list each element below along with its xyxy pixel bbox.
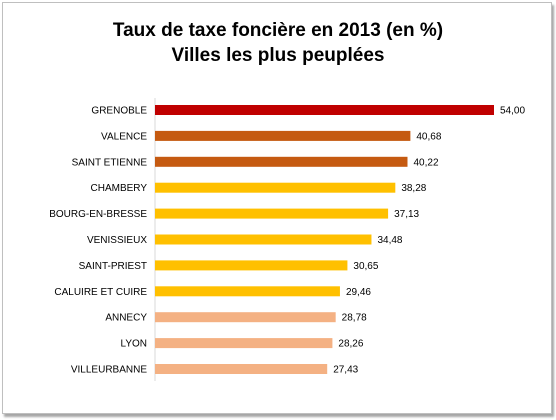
bar bbox=[155, 130, 411, 141]
category-label: SAINT ETIENNE bbox=[72, 157, 148, 168]
category-label: GRENOBLE bbox=[91, 106, 147, 117]
category-label: BOURG-EN-BRESSE bbox=[49, 209, 147, 220]
value-label: 27,43 bbox=[333, 365, 358, 376]
value-label: 37,13 bbox=[394, 209, 419, 220]
category-label: VILLEURBANNE bbox=[71, 365, 147, 376]
bar bbox=[155, 182, 396, 193]
bar bbox=[155, 234, 372, 245]
category-label: LYON bbox=[121, 339, 148, 350]
value-label: 54,00 bbox=[500, 106, 525, 117]
bar bbox=[155, 105, 494, 115]
chart-title-block: Taux de taxe foncière en 2013 (en %) Vil… bbox=[0, 18, 556, 68]
value-label: 29,46 bbox=[346, 287, 371, 298]
value-label: 34,48 bbox=[377, 235, 402, 246]
chart-subtitle: Villes les plus peuplées bbox=[171, 45, 385, 66]
value-label: 28,26 bbox=[338, 339, 363, 350]
value-label: 38,28 bbox=[401, 183, 426, 194]
bar bbox=[155, 312, 336, 323]
bar bbox=[155, 364, 328, 374]
category-label: CHAMBERY bbox=[91, 183, 148, 194]
chart-title: Taux de taxe foncière en 2013 (en %) bbox=[112, 20, 444, 41]
value-label: 28,78 bbox=[342, 313, 367, 324]
value-label: 30,65 bbox=[353, 261, 378, 272]
value-label: 40,22 bbox=[413, 157, 438, 168]
bar bbox=[155, 286, 340, 297]
category-label: SAINT-PRIEST bbox=[79, 261, 147, 272]
bar bbox=[155, 208, 389, 219]
bar bbox=[155, 260, 348, 271]
value-label: 40,68 bbox=[416, 131, 441, 142]
bar bbox=[155, 338, 333, 349]
category-label: ANNECY bbox=[105, 313, 147, 324]
category-label: CALUIRE ET CUIRE bbox=[54, 287, 147, 298]
bar bbox=[155, 156, 408, 167]
category-label: VALENCE bbox=[101, 131, 147, 142]
category-label: VENISSIEUX bbox=[87, 235, 147, 246]
